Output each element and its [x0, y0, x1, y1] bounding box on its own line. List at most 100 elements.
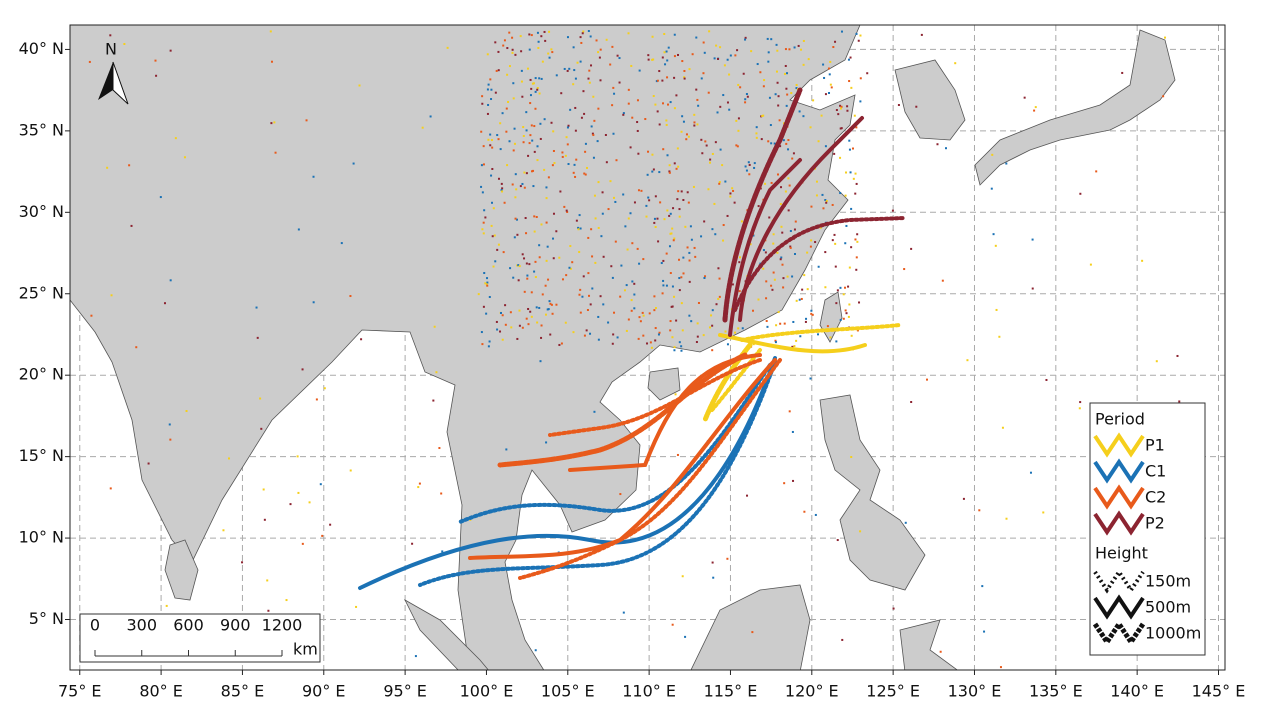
station-dot [656, 217, 659, 220]
station-dot [480, 331, 483, 334]
station-dot [850, 86, 853, 89]
station-dot [533, 150, 536, 153]
station-dot [532, 82, 535, 85]
station-dot [926, 378, 929, 381]
station-dot [520, 80, 523, 83]
station-dot [648, 312, 651, 315]
station-dot [830, 86, 833, 89]
station-dot [839, 286, 842, 289]
station-dot [274, 151, 277, 154]
station-dot [501, 112, 504, 115]
station-dot [517, 279, 520, 282]
station-dot [618, 81, 621, 84]
station-dot [154, 59, 157, 62]
station-dot [844, 242, 847, 245]
station-dot [793, 345, 796, 348]
station-dot [110, 294, 113, 297]
station-dot [702, 41, 705, 44]
station-dot [520, 50, 523, 53]
station-dot [665, 284, 668, 287]
station-dot [1023, 96, 1026, 99]
station-dot [1031, 287, 1034, 290]
station-dot [755, 136, 758, 139]
station-dot [647, 196, 650, 199]
x-tick-label: 120° E [785, 682, 839, 701]
legend-label: 500m [1145, 598, 1191, 617]
station-dot [744, 165, 747, 168]
station-dot [787, 139, 790, 142]
station-dot [846, 109, 849, 112]
station-dot [840, 127, 843, 130]
station-dot [700, 235, 703, 238]
hainan [647, 367, 681, 401]
station-dot [516, 337, 519, 340]
station-dot [496, 134, 499, 137]
station-dot [549, 302, 552, 305]
station-dot [676, 198, 679, 201]
station-dot [592, 156, 595, 159]
station-dot [566, 143, 569, 146]
station-dot [1079, 401, 1082, 404]
station-dot [512, 82, 515, 85]
station-dot [622, 112, 625, 115]
station-dot [653, 217, 656, 220]
station-dot [776, 251, 779, 254]
station-dot [535, 216, 538, 219]
station-dot [778, 119, 781, 122]
station-dot [627, 32, 630, 35]
station-dot [761, 114, 764, 117]
station-dot [504, 323, 507, 326]
station-dot [840, 105, 843, 108]
station-dot [962, 497, 965, 500]
station-dot [504, 304, 507, 307]
station-dot [329, 523, 332, 526]
station-dot [540, 35, 543, 38]
station-dot [859, 530, 862, 533]
station-dot [627, 102, 630, 105]
station-dot [839, 156, 842, 159]
station-dot [534, 649, 537, 652]
station-dot [1164, 36, 1167, 39]
station-dot [848, 266, 851, 269]
station-dot [581, 295, 584, 298]
station-dot [266, 579, 269, 582]
station-dot [581, 32, 584, 35]
station-dot [839, 104, 842, 107]
station-dot [540, 324, 543, 327]
station-dot [859, 77, 862, 80]
station-dot [545, 197, 548, 200]
station-dot [597, 338, 600, 341]
station-dot [523, 171, 526, 174]
station-dot [678, 208, 681, 211]
station-dot [595, 39, 598, 42]
station-dot [998, 335, 1001, 338]
station-dot [564, 154, 567, 157]
station-dot [88, 60, 91, 63]
station-dot [590, 125, 593, 128]
station-dot [678, 258, 681, 261]
station-dot [697, 301, 700, 304]
trajectory [458, 363, 772, 524]
station-dot [482, 163, 485, 166]
station-dot [774, 93, 777, 96]
station-dot [616, 54, 619, 57]
station-dot [580, 116, 583, 119]
station-dot [552, 149, 555, 152]
station-dot [804, 320, 807, 323]
station-dot [836, 539, 839, 542]
station-dot [663, 51, 666, 54]
station-dot [737, 117, 740, 120]
trajectory [518, 358, 782, 580]
station-dot [666, 59, 669, 62]
station-dot [579, 227, 582, 230]
station-dot [490, 98, 493, 101]
station-dot [545, 221, 548, 224]
station-dot [686, 246, 689, 249]
station-dot [521, 326, 524, 329]
station-dot [485, 312, 488, 315]
station-dot [494, 260, 497, 263]
station-dot [835, 109, 838, 112]
station-dot [563, 205, 566, 208]
station-dot [788, 48, 791, 51]
station-dot [844, 194, 847, 197]
